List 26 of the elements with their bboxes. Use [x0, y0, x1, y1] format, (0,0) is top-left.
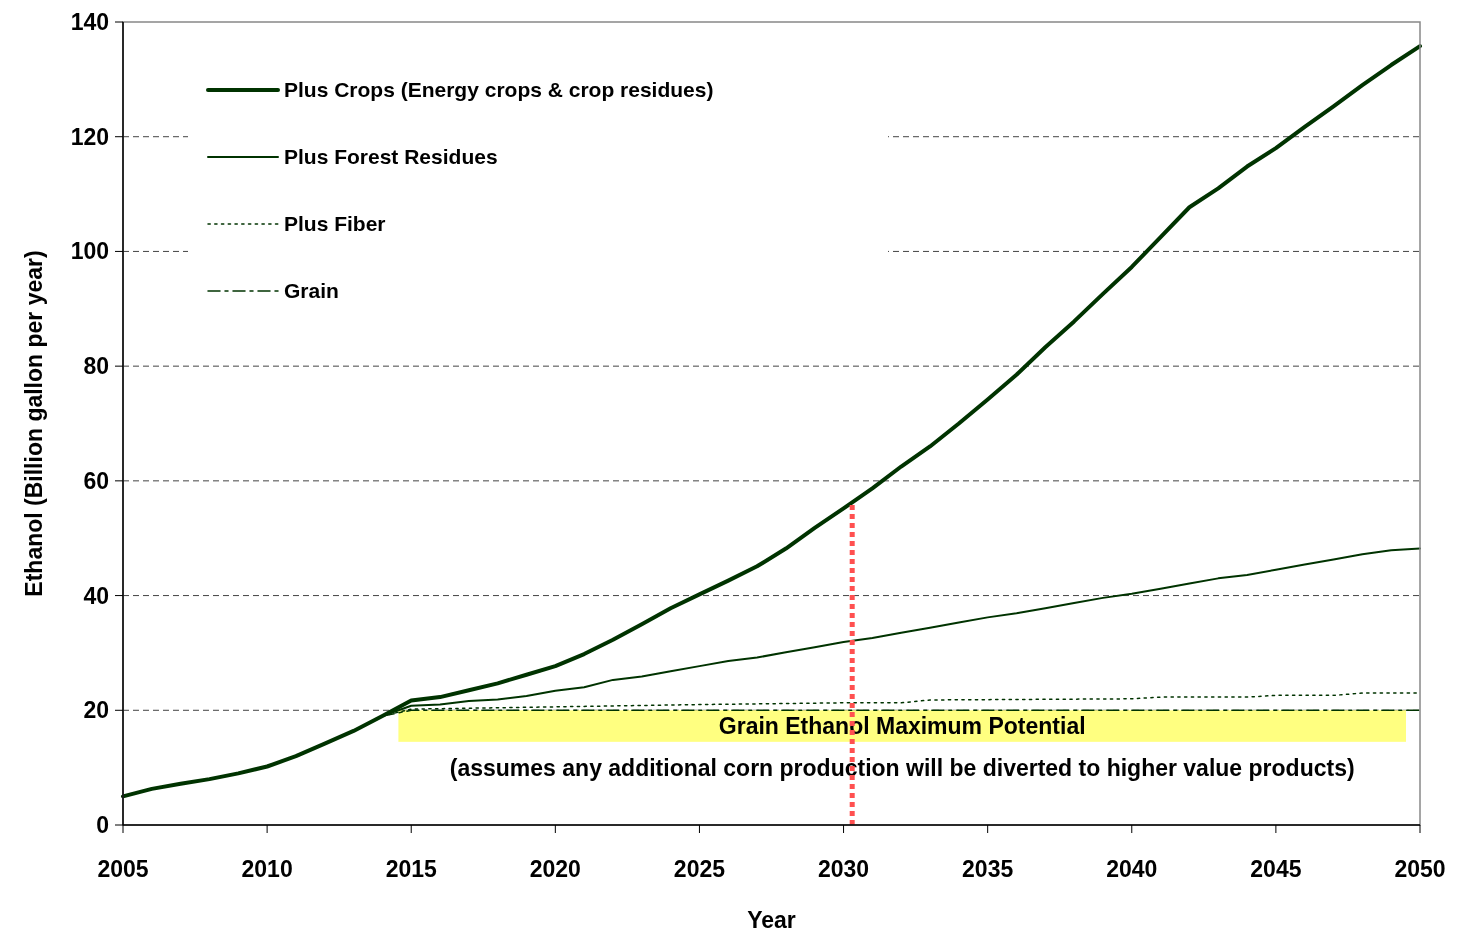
x-tick-label: 2020	[529, 856, 581, 882]
x-tick-label: 2005	[97, 856, 149, 882]
y-tick-label: 0	[96, 812, 109, 838]
x-tick-label: 2015	[385, 856, 438, 882]
y-tick-label: 20	[83, 697, 109, 724]
x-tick-label: 2045	[1250, 856, 1302, 882]
legend-label: Plus Crops (Energy crops & crop residues)	[284, 78, 714, 101]
y-tick-label: 100	[70, 238, 109, 265]
y-tick-label: 140	[70, 9, 109, 35]
y-tick-label: 40	[83, 582, 109, 609]
x-tick-label: 2035	[962, 856, 1014, 882]
x-axis-title: Year	[747, 907, 796, 933]
y-tick-label: 60	[83, 467, 109, 494]
legend-label: Plus Fiber	[284, 212, 386, 235]
legend-label: Plus Forest Residues	[284, 145, 498, 168]
x-tick-label: 2040	[1106, 856, 1158, 882]
y-tick-label: 80	[83, 353, 109, 380]
y-axis-title: Ethanol (Billion gallon per year)	[21, 250, 47, 597]
x-tick-label: 2010	[241, 856, 293, 882]
x-tick-label: 2025	[673, 856, 726, 882]
legend-label: Grain	[284, 279, 339, 302]
annotation: (assumes any additional corn production will be diverted to higher value products)	[449, 754, 1355, 781]
x-tick-label: 2030	[817, 856, 870, 882]
band-label: Grain Ethanol Maximum Potential	[718, 713, 1086, 740]
y-tick-label: 120	[70, 123, 109, 150]
x-tick-label: 2050	[1394, 856, 1446, 882]
